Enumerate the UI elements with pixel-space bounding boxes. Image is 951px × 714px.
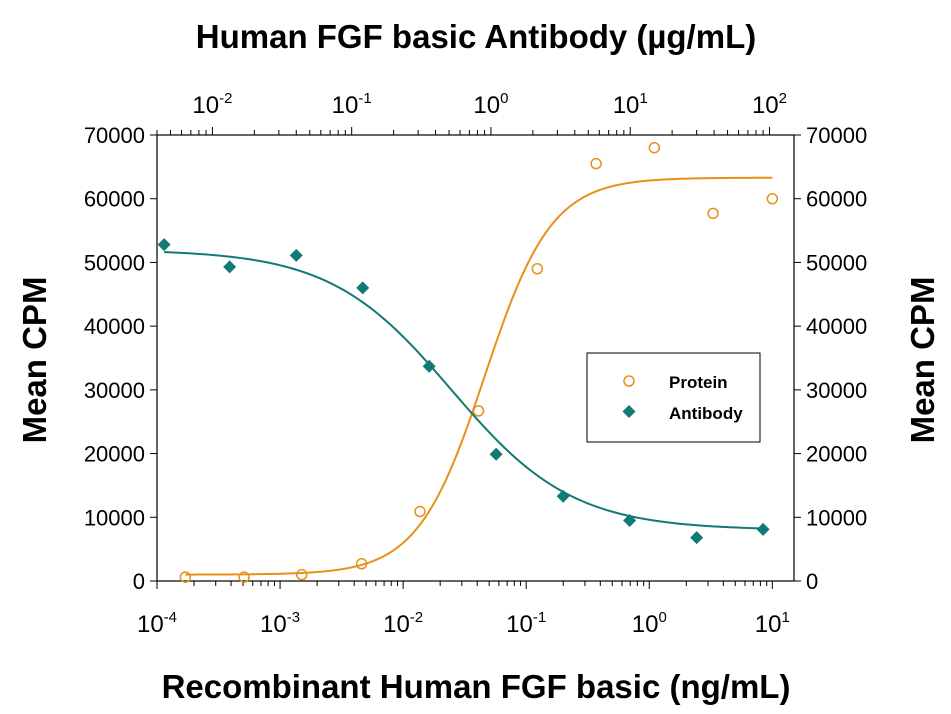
y-tick-label-right: 50000: [806, 250, 867, 275]
y-tick-label-left: 60000: [84, 187, 145, 212]
data-point-protein: [648, 141, 661, 154]
fit-curves: [164, 176, 773, 576]
legend-box: [586, 352, 761, 443]
x-top-tick-label: 10-1: [332, 90, 372, 119]
data-point-antibody: [223, 260, 237, 274]
data-point-antibody: [690, 531, 704, 545]
x-axis-label: Recombinant Human FGF basic (ng/mL): [162, 668, 791, 705]
legend-protein-label: Protein: [669, 373, 728, 392]
legend-protein-marker: [623, 375, 635, 387]
fit-curve-antibody: [164, 251, 764, 530]
y-tick-label-right: 60000: [806, 187, 867, 212]
y-tick-label-right: 40000: [806, 314, 867, 339]
x-bottom-tick-label: 101: [755, 609, 790, 638]
x-top-tick-label: 101: [613, 90, 648, 119]
x-top-tick-label: 102: [752, 90, 787, 119]
x-bottom-tick-label: 10-2: [383, 609, 423, 638]
y-axis-label-right: Mean CPM: [904, 277, 941, 444]
data-point-antibody: [756, 522, 770, 536]
x-bottom-tick-label: 10-4: [137, 609, 177, 638]
y-tick-label-left: 20000: [84, 442, 145, 467]
x-bottom-tick-label: 10-1: [506, 609, 546, 638]
y-tick-label-left: 10000: [84, 505, 145, 530]
y-tick-label-left: 50000: [84, 250, 145, 275]
data-point-protein: [295, 568, 308, 581]
data-point-antibody: [157, 238, 171, 252]
y-tick-label-left: 40000: [84, 314, 145, 339]
data-point-protein: [531, 263, 544, 275]
x-bottom-tick-label: 10-3: [260, 609, 300, 638]
data-points: [157, 141, 779, 583]
data-point-antibody: [356, 281, 370, 295]
data-point-protein: [238, 571, 250, 583]
data-point-protein: [707, 207, 719, 220]
y-tick-label-right: 20000: [806, 442, 867, 467]
chart-title: Human FGF basic Antibody (µg/mL): [196, 18, 756, 55]
axis-ticks: 0 0 10000 10000 20000 20000 30000 30000 40000 400…: [84, 90, 867, 638]
y-tick-label-right: 10000: [806, 505, 867, 530]
data-point-antibody: [489, 447, 503, 461]
y-tick-label-right: 70000: [806, 123, 867, 148]
legend-antibody-marker: [622, 405, 636, 418]
fit-curve-protein: [185, 176, 773, 576]
data-point-antibody: [556, 489, 570, 503]
data-point-antibody: [422, 359, 436, 373]
x-top-tick-label: 10-2: [192, 90, 232, 119]
y-tick-label-right: 0: [806, 569, 818, 594]
data-point-protein: [590, 157, 602, 170]
data-point-protein: [472, 405, 485, 417]
y-tick-label-left: 0: [133, 569, 145, 594]
y-tick-label-left: 70000: [84, 123, 145, 148]
y-tick-label-left: 30000: [84, 378, 145, 403]
plot-frame: [156, 134, 795, 582]
x-top-tick-label: 100: [473, 90, 508, 119]
y-axis-label-left: Mean CPM: [16, 277, 53, 444]
data-point-protein: [414, 505, 426, 518]
data-point-antibody: [289, 248, 303, 262]
data-point-protein: [179, 571, 192, 583]
y-tick-label-right: 30000: [806, 378, 867, 403]
legend: Protein Antibody: [586, 352, 761, 443]
data-point-protein: [766, 192, 779, 205]
data-point-protein: [355, 558, 368, 570]
data-point-antibody: [623, 513, 637, 527]
legend-antibody-label: Antibody: [669, 404, 743, 423]
x-bottom-tick-label: 100: [632, 609, 667, 638]
